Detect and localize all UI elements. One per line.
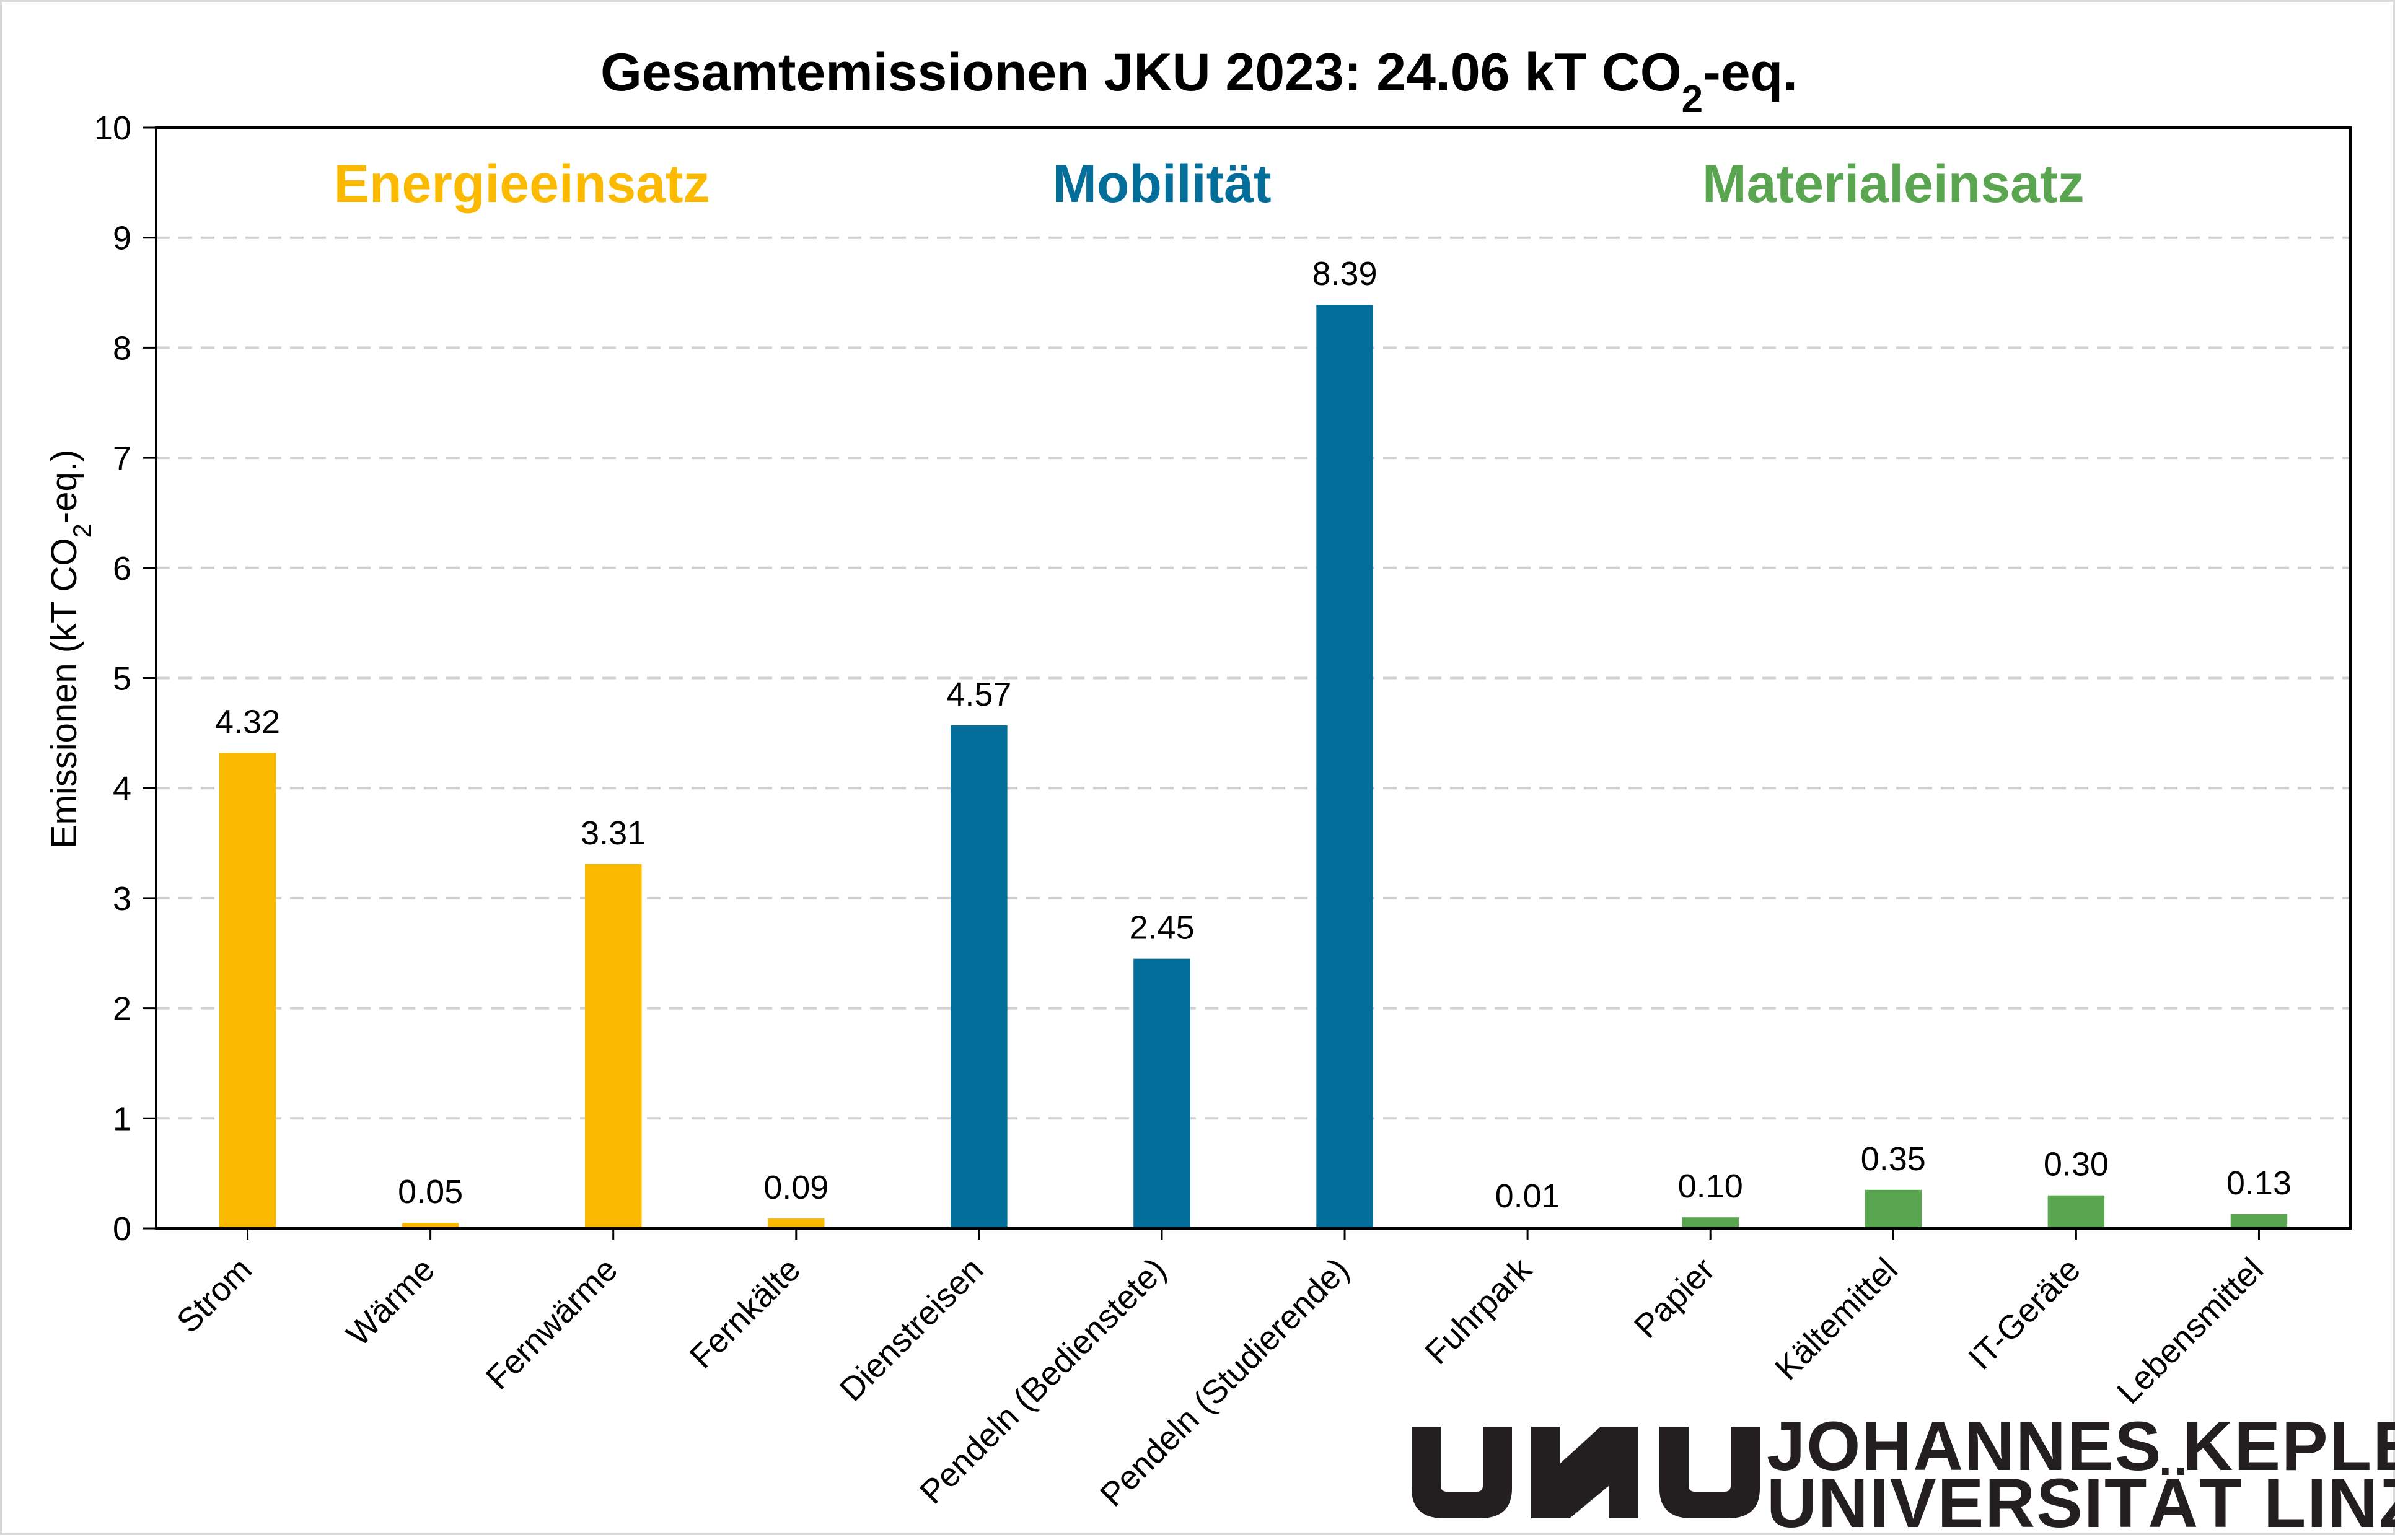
data-label: 0.10: [1678, 1168, 1743, 1205]
x-tick-label: Lebensmittel: [2110, 1251, 2270, 1411]
y-axis-label: Emissionen (kT CO2-eq.): [44, 450, 97, 849]
bar: [768, 1218, 825, 1228]
bars: [219, 305, 2288, 1229]
data-label: 0.05: [398, 1173, 463, 1210]
jku-logo-mark: [1412, 1427, 1760, 1518]
x-tick-label: Wärme: [340, 1251, 442, 1353]
y-tick-label: 7: [113, 440, 131, 477]
gridlines: [156, 236, 2350, 1120]
data-labels: 4.32 0.05 3.31 0.09 4.57 2.45 8.39 0.01 0.10 0.35…: [215, 255, 2292, 1215]
bar: [2230, 1214, 2288, 1228]
group-label: Mobilität: [1052, 154, 1272, 214]
group-labels: Energieeinsatz Mobilität Materialeinsatz: [334, 154, 2085, 214]
y-tick-label: 0: [113, 1210, 131, 1248]
group-label: Materialeinsatz: [1702, 154, 2085, 214]
bar: [1316, 305, 1373, 1229]
y-tick-label: 8: [113, 330, 131, 367]
y-tick-label: 5: [113, 660, 131, 698]
bar: [402, 1223, 459, 1228]
y-tick-label: 4: [113, 770, 131, 807]
data-label: 0.13: [2226, 1165, 2292, 1202]
group-label: Energieeinsatz: [334, 154, 710, 214]
jku-logo: JOHANNES KEPLER UNIVERSITÄT LINZ: [1412, 1407, 2395, 1540]
y-tick-label: 9: [113, 220, 131, 257]
data-label: 0.35: [1861, 1140, 1926, 1178]
data-label: 3.31: [581, 815, 646, 852]
data-label: 0.01: [1495, 1178, 1560, 1215]
y-tick-label: 10: [94, 110, 131, 147]
bar: [951, 725, 1008, 1228]
bar: [584, 864, 642, 1228]
y-tick-label: 1: [113, 1100, 131, 1137]
data-label: 2.45: [1129, 909, 1194, 947]
x-tick-label: Fernwärme: [479, 1251, 625, 1397]
y-tick-label: 6: [113, 550, 131, 587]
logo-line-2: UNIVERSITÄT LINZ: [1767, 1464, 2395, 1537]
x-tick-label: Papier: [1627, 1251, 1722, 1345]
bar: [1133, 958, 1190, 1228]
data-label: 0.30: [2044, 1146, 2109, 1183]
x-tick-label: Fuhrpark: [1418, 1250, 1539, 1372]
x-tick-label: IT-Geräte: [1961, 1251, 2088, 1377]
y-ticks: 0 1 2 3 4 5 6 7 8 9 10: [94, 110, 156, 1248]
data-label: 4.57: [946, 676, 1011, 713]
chart-title: Gesamtemissionen JKU 2023: 24.06 kT CO2-…: [600, 43, 1798, 121]
y-tick-label: 2: [113, 991, 131, 1028]
bar: [1865, 1189, 1922, 1228]
bar: [219, 753, 276, 1228]
bar: [1682, 1217, 1739, 1228]
x-tick-label: Strom: [170, 1251, 259, 1340]
y-tick-label: 3: [113, 880, 131, 917]
x-tick-label: Fernkälte: [683, 1251, 808, 1376]
data-label: 0.09: [763, 1169, 828, 1206]
x-tick-label: Kältemittel: [1768, 1251, 1905, 1388]
x-tick-label: Dienstreisen: [833, 1251, 991, 1409]
logo-line-1: JOHANNES KEPLER: [1767, 1407, 2395, 1485]
bar: [2047, 1195, 2105, 1228]
data-label: 4.32: [215, 703, 280, 740]
plot-frame: [155, 126, 2352, 1230]
data-label: 8.39: [1312, 255, 1377, 292]
